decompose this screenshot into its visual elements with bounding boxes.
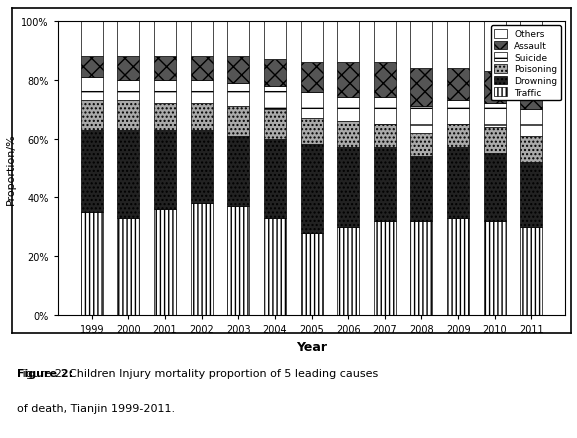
Bar bbox=[81, 131, 103, 212]
Bar bbox=[301, 233, 323, 315]
Bar bbox=[227, 207, 249, 315]
Bar bbox=[484, 222, 506, 315]
Bar bbox=[447, 101, 469, 124]
Bar bbox=[484, 127, 506, 154]
Bar bbox=[337, 227, 359, 315]
Bar bbox=[227, 57, 249, 84]
Bar bbox=[264, 60, 286, 86]
Bar bbox=[374, 22, 396, 63]
Bar bbox=[410, 22, 433, 69]
Bar bbox=[374, 98, 396, 124]
Bar bbox=[374, 124, 396, 148]
Bar bbox=[81, 78, 103, 101]
Legend: Others, Assault, Suicide, Poisoning, Drowning, Traffic: Others, Assault, Suicide, Poisoning, Dro… bbox=[490, 26, 561, 101]
Bar bbox=[301, 119, 323, 145]
Bar bbox=[190, 81, 213, 104]
Bar bbox=[520, 227, 542, 315]
Bar bbox=[301, 63, 323, 92]
X-axis label: Year: Year bbox=[296, 340, 327, 353]
Bar bbox=[301, 22, 323, 63]
Bar bbox=[520, 75, 542, 110]
Bar bbox=[190, 131, 213, 204]
Bar bbox=[117, 22, 140, 57]
Bar bbox=[117, 131, 140, 219]
Bar bbox=[484, 104, 506, 127]
Bar bbox=[520, 110, 542, 136]
Text: of death, Tianjin 1999-2011.: of death, Tianjin 1999-2011. bbox=[17, 403, 175, 413]
Bar bbox=[227, 136, 249, 207]
Bar bbox=[410, 107, 433, 134]
Bar bbox=[374, 63, 396, 98]
Bar bbox=[190, 57, 213, 81]
Y-axis label: Proportion/%: Proportion/% bbox=[6, 133, 16, 205]
Bar bbox=[410, 157, 433, 222]
Text: Figure 2: Children Injury mortality proportion of 5 leading causes: Figure 2: Children Injury mortality prop… bbox=[17, 368, 379, 378]
Bar bbox=[484, 22, 506, 72]
Bar bbox=[264, 86, 286, 110]
Bar bbox=[410, 134, 433, 157]
Bar bbox=[337, 63, 359, 98]
Bar bbox=[447, 219, 469, 315]
Bar bbox=[374, 148, 396, 222]
Bar bbox=[227, 84, 249, 107]
Bar bbox=[154, 104, 176, 131]
Bar bbox=[337, 22, 359, 63]
Bar bbox=[227, 107, 249, 136]
Bar bbox=[190, 204, 213, 315]
Bar bbox=[264, 139, 286, 219]
Bar bbox=[154, 57, 176, 81]
Bar bbox=[117, 81, 140, 101]
Bar bbox=[190, 104, 213, 131]
Bar bbox=[520, 163, 542, 227]
Bar bbox=[264, 110, 286, 139]
Bar bbox=[337, 98, 359, 122]
Bar bbox=[484, 154, 506, 222]
Bar bbox=[154, 22, 176, 57]
Bar bbox=[264, 22, 286, 60]
Bar bbox=[227, 22, 249, 57]
Bar bbox=[190, 22, 213, 57]
Bar bbox=[447, 124, 469, 148]
Bar bbox=[154, 210, 176, 315]
Text: Figure 2:: Figure 2: bbox=[17, 368, 73, 378]
Bar bbox=[301, 92, 323, 119]
Bar bbox=[447, 22, 469, 69]
Bar bbox=[154, 131, 176, 210]
Bar bbox=[337, 122, 359, 148]
Bar bbox=[117, 101, 140, 131]
Bar bbox=[264, 219, 286, 315]
Bar bbox=[374, 222, 396, 315]
Bar bbox=[484, 72, 506, 104]
Bar bbox=[81, 57, 103, 78]
Bar bbox=[301, 145, 323, 233]
Bar bbox=[81, 212, 103, 315]
Bar bbox=[520, 22, 542, 75]
Bar bbox=[154, 81, 176, 104]
Bar bbox=[447, 148, 469, 219]
Bar bbox=[410, 69, 433, 107]
Bar bbox=[337, 148, 359, 227]
Bar bbox=[410, 222, 433, 315]
Bar bbox=[117, 57, 140, 81]
Bar bbox=[81, 101, 103, 131]
Bar bbox=[520, 136, 542, 163]
Bar bbox=[81, 22, 103, 57]
Bar bbox=[117, 219, 140, 315]
Bar bbox=[447, 69, 469, 101]
